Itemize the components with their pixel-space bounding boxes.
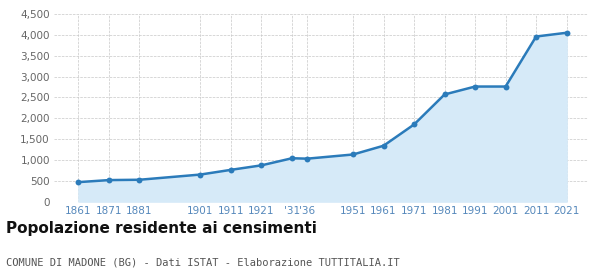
- Point: [226, 168, 236, 172]
- Point: [104, 178, 114, 182]
- Point: [74, 180, 83, 184]
- Point: [287, 156, 297, 160]
- Point: [409, 122, 419, 127]
- Point: [196, 172, 205, 177]
- Point: [501, 84, 511, 89]
- Point: [562, 31, 571, 35]
- Point: [134, 178, 144, 182]
- Point: [257, 163, 266, 167]
- Point: [532, 34, 541, 39]
- Point: [379, 143, 388, 148]
- Text: Popolazione residente ai censimenti: Popolazione residente ai censimenti: [6, 221, 317, 236]
- Point: [470, 84, 480, 89]
- Point: [440, 92, 449, 97]
- Point: [302, 157, 312, 161]
- Text: COMUNE DI MADONE (BG) - Dati ISTAT - Elaborazione TUTTITALIA.IT: COMUNE DI MADONE (BG) - Dati ISTAT - Ela…: [6, 258, 400, 268]
- Point: [348, 152, 358, 157]
